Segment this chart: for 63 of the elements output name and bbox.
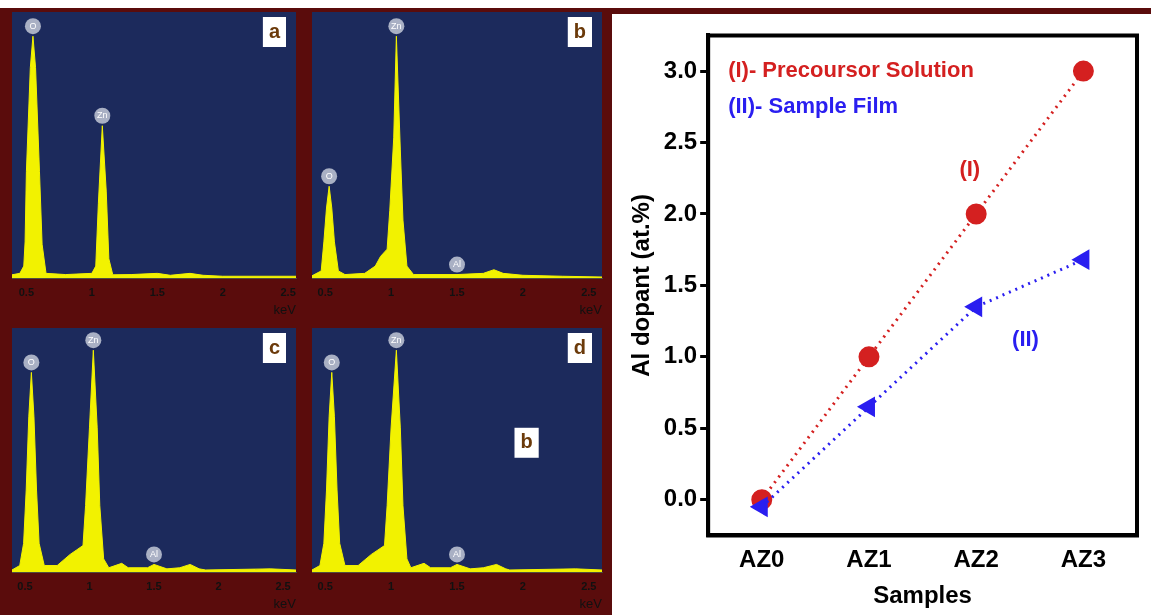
y-tick-label: 1.0: [663, 341, 698, 369]
y-axis-title: Al dopant (at.%): [627, 194, 655, 377]
x-axis-title: keV: [273, 301, 297, 317]
point: [858, 346, 880, 368]
annotation: Al: [149, 548, 159, 559]
point: [1072, 250, 1090, 269]
x-axis-title: Samples: [873, 581, 972, 609]
x-tick-label: 1: [388, 285, 395, 298]
x-axis-title: keV: [273, 595, 297, 611]
x-tick-label: 0.5: [18, 285, 35, 298]
text: (II)- Sample Film: [728, 93, 899, 119]
annotation: O: [29, 20, 37, 31]
annotation: b: [520, 430, 533, 453]
x-tick-label: 1: [388, 579, 395, 592]
text: (I)- Precoursor Solution: [728, 57, 974, 83]
point: [965, 203, 987, 225]
x-tick-label: 2.5: [581, 285, 597, 298]
annotation: O: [27, 356, 35, 367]
y-tick-label: 2.5: [663, 127, 698, 155]
annotation: (I): [959, 156, 981, 182]
x-tick-label: 1.5: [449, 579, 465, 592]
y-tick-label: 0.5: [663, 412, 698, 440]
annotation: a: [268, 19, 281, 42]
annotation: d: [573, 335, 586, 358]
point: [858, 397, 875, 417]
annotation: Al: [452, 259, 462, 270]
x-tick-label: 2: [215, 579, 222, 592]
x-tick-label: 2: [219, 285, 226, 298]
x-axis-title: keV: [579, 595, 603, 611]
y-tick-label: 2.0: [663, 198, 698, 226]
annotation: Zn: [88, 334, 99, 345]
point: [1072, 60, 1094, 82]
x-tick-label: 1.5: [146, 579, 162, 592]
annotation: Zn: [391, 334, 402, 345]
x-tick-label: 0.5: [317, 285, 333, 298]
annotation: Zn: [97, 110, 108, 121]
x-tick-label: AZ0: [739, 545, 785, 573]
annotation: c: [268, 335, 280, 358]
annotation: Al: [452, 548, 462, 559]
y-tick-label: 3.0: [663, 55, 698, 83]
y-tick-label: 0.0: [663, 484, 698, 512]
x-axis-title: keV: [579, 301, 603, 317]
annotation: Zn: [391, 20, 402, 31]
x-tick-label: 2.5: [280, 285, 296, 298]
x-tick-label: AZ3: [1060, 545, 1107, 573]
annotation: O: [328, 356, 336, 367]
x-tick-label: 2.5: [275, 579, 291, 592]
annotation: (II): [1012, 326, 1039, 352]
x-tick-label: 0.5: [17, 579, 33, 592]
x-tick-label: 0.5: [317, 579, 333, 592]
x-tick-label: 1: [88, 285, 95, 298]
point: [751, 497, 768, 517]
x-tick-label: 1: [86, 579, 93, 592]
x-tick-label: 2.5: [581, 579, 597, 592]
point: [965, 297, 983, 317]
x-tick-label: 2: [519, 579, 526, 592]
x-tick-label: 1.5: [449, 285, 465, 298]
x-tick-label: AZ1: [846, 545, 892, 573]
x-tick-label: 2: [519, 285, 526, 298]
x-tick-label: 1.5: [149, 285, 165, 298]
x-tick-label: AZ2: [953, 545, 999, 573]
annotation: b: [573, 19, 586, 42]
annotation: O: [325, 170, 333, 181]
